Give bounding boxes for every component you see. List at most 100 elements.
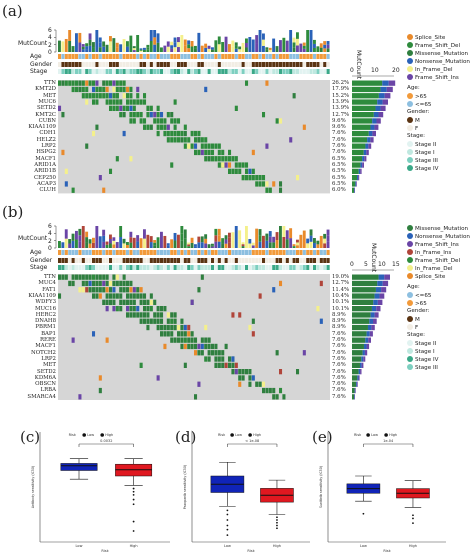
side-tick-label: 20 <box>392 67 400 74</box>
annotation-cell <box>105 265 109 270</box>
mutation-cell <box>136 86 140 93</box>
mutcount-bar <box>262 235 265 248</box>
mutcount-bar <box>166 46 170 52</box>
mutation-cell <box>153 318 157 324</box>
mutation-cell <box>105 274 109 280</box>
mutation-cell <box>122 299 126 305</box>
annotation-cell <box>68 258 72 263</box>
legend-mutation-item: Frame_Shift_Del <box>407 42 460 50</box>
mutation-cell <box>139 99 143 105</box>
annotation-cell <box>187 250 191 255</box>
mutcount-bar <box>136 241 140 248</box>
mutation-cell <box>204 143 208 149</box>
track-label: Age <box>30 249 42 256</box>
mutcount-bar <box>187 44 191 49</box>
mutation-cell <box>115 86 119 93</box>
mutation-cell <box>228 356 232 362</box>
boxplot-legend-marker <box>248 433 252 437</box>
mutation-cell <box>61 149 65 156</box>
annotation-cell <box>132 250 136 255</box>
mutation-cell <box>58 293 62 299</box>
mutcount-bar <box>112 240 116 245</box>
annotation-cell <box>115 69 119 74</box>
annotation-cell <box>183 69 187 74</box>
mutcount-tick-label: 2 <box>48 41 52 49</box>
mutcount-bar <box>173 232 177 241</box>
mutation-cell <box>119 287 123 293</box>
annotation-cell <box>194 265 198 270</box>
mutcount-bar <box>279 40 282 52</box>
annotation-cell <box>68 54 72 59</box>
annotation-cell <box>61 62 65 67</box>
mutation-cell <box>122 80 126 86</box>
annotation-cell <box>112 265 116 270</box>
mutation-cell <box>146 299 150 305</box>
mutcount-bar <box>268 231 272 237</box>
annotation-cell <box>326 62 330 67</box>
mutation-cell <box>58 274 62 280</box>
mutation-cell <box>183 137 187 143</box>
annotation-cell <box>221 54 225 59</box>
mutcount-bar <box>200 236 204 243</box>
annotation-cell <box>194 62 198 67</box>
mutation-cell <box>126 293 130 299</box>
mutation-cell <box>115 80 119 86</box>
mutcount-bar <box>160 231 163 248</box>
mutcount-bar <box>129 237 133 243</box>
mutcount-bar <box>245 226 248 248</box>
legend-mutation-item: In_Frame_Del <box>407 66 453 74</box>
annotation-cell <box>109 69 113 74</box>
annotation-cell <box>285 69 289 74</box>
annotation-cell <box>299 54 303 59</box>
mutation-cell <box>166 137 170 143</box>
annotation-cell <box>197 54 201 59</box>
mutation-cell <box>173 118 177 124</box>
percent-label: 7.6% <box>332 330 346 337</box>
annotation-cell <box>190 258 194 263</box>
gene-side-bar <box>359 362 362 368</box>
gene-label: PBRM1 <box>35 324 56 331</box>
mutcount-bar <box>85 231 89 238</box>
mutation-cell <box>194 149 198 156</box>
gene-side-bar <box>358 175 360 181</box>
annotation-cell <box>313 69 317 74</box>
mutcount-bar <box>81 226 85 248</box>
annotation-cell <box>194 69 198 74</box>
boxplot-legend-title: Risk <box>218 433 226 437</box>
gene-side-bar <box>368 337 371 343</box>
annotation-cell <box>105 69 109 74</box>
annotation-cell <box>160 250 164 255</box>
legend-text: In_Frame_Del <box>415 266 453 272</box>
mutcount-bar <box>105 44 109 52</box>
mutation-cell <box>92 280 96 287</box>
mutation-cell <box>109 293 113 299</box>
annotation-cell <box>139 69 143 74</box>
legend-swatch-icon <box>407 356 413 362</box>
annotation-cell <box>258 69 262 74</box>
mutation-cell <box>95 93 99 99</box>
legend-text: Frame_Shift_Ins <box>415 75 459 81</box>
gene-side-bar <box>352 187 355 193</box>
mutation-cell <box>187 143 191 149</box>
mutcount-bar <box>262 33 265 40</box>
percent-label: 19.0% <box>332 274 350 280</box>
boxplot-outlier <box>132 520 135 523</box>
mutcount-bar <box>313 39 316 44</box>
mutcount-bar <box>306 30 310 52</box>
mutation-cell <box>156 306 160 312</box>
annotation-cell <box>221 69 225 74</box>
annotation-cell <box>282 62 286 67</box>
legend-swatch-icon <box>407 117 413 123</box>
mutcount-bar <box>68 239 72 244</box>
gene-side-bar <box>370 312 375 318</box>
annotation-cell <box>296 258 300 263</box>
mutation-cell <box>251 331 255 337</box>
mutation-cell <box>166 130 170 137</box>
mutation-cell <box>81 86 85 93</box>
mutation-cell <box>251 168 255 174</box>
gene-side-bar <box>352 356 362 362</box>
gene-label: MACF1 <box>35 343 56 350</box>
mutcount-bar <box>272 38 276 52</box>
annotation-cell <box>251 62 255 67</box>
mutation-cell <box>105 280 109 287</box>
